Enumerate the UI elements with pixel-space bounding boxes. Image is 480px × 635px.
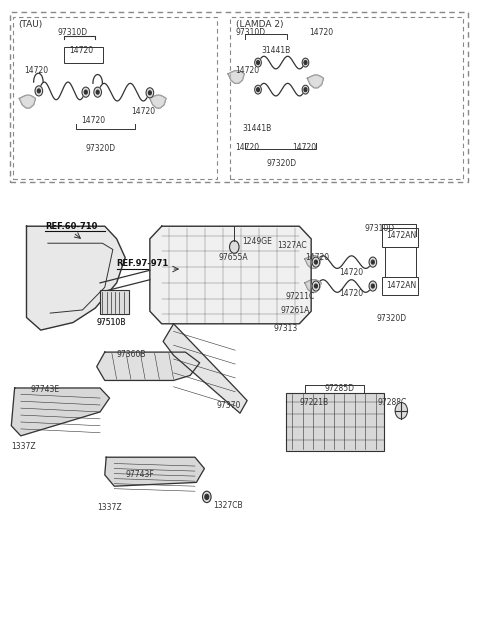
- Circle shape: [146, 88, 154, 98]
- Circle shape: [257, 61, 260, 65]
- Circle shape: [37, 89, 40, 93]
- Text: 1337Z: 1337Z: [96, 503, 121, 512]
- Text: 14720: 14720: [131, 107, 155, 116]
- Text: REF.60-710: REF.60-710: [46, 222, 98, 231]
- Circle shape: [94, 87, 101, 97]
- Text: 97655A: 97655A: [219, 253, 248, 262]
- Text: 97285D: 97285D: [324, 384, 354, 392]
- Circle shape: [304, 61, 307, 65]
- Text: 14720: 14720: [292, 142, 316, 152]
- Circle shape: [372, 284, 374, 288]
- Text: 97743F: 97743F: [125, 470, 154, 479]
- Text: 1327CB: 1327CB: [213, 501, 242, 511]
- Circle shape: [312, 257, 320, 267]
- Text: 97261A: 97261A: [280, 306, 310, 315]
- Polygon shape: [12, 388, 109, 436]
- Circle shape: [84, 90, 87, 94]
- Text: 97510B: 97510B: [96, 318, 126, 326]
- Circle shape: [395, 403, 408, 419]
- Circle shape: [255, 85, 261, 94]
- Bar: [64, 47, 103, 63]
- Text: 97288C: 97288C: [378, 398, 407, 407]
- Text: 14720: 14720: [69, 46, 93, 55]
- Text: 1472AN: 1472AN: [386, 231, 416, 239]
- Text: 1472AN: 1472AN: [386, 281, 416, 290]
- Bar: [383, 277, 418, 295]
- Polygon shape: [150, 226, 311, 324]
- Circle shape: [302, 85, 309, 94]
- Text: 31441B: 31441B: [242, 124, 272, 133]
- Text: 97310D: 97310D: [235, 28, 265, 37]
- Text: 31441B: 31441B: [261, 46, 290, 55]
- Circle shape: [314, 260, 317, 264]
- Circle shape: [314, 284, 317, 288]
- Text: 97211C: 97211C: [286, 292, 315, 302]
- Polygon shape: [228, 70, 244, 83]
- Circle shape: [35, 86, 43, 96]
- Text: 97313: 97313: [273, 324, 298, 333]
- Text: 97221B: 97221B: [300, 398, 328, 407]
- Text: 1327AC: 1327AC: [277, 241, 307, 250]
- Text: (LAMDA 2): (LAMDA 2): [236, 20, 284, 29]
- Polygon shape: [150, 95, 166, 108]
- Text: 14720: 14720: [309, 28, 333, 37]
- Circle shape: [229, 241, 239, 253]
- Circle shape: [369, 257, 377, 267]
- Circle shape: [96, 90, 99, 94]
- Polygon shape: [163, 324, 247, 413]
- Circle shape: [369, 281, 377, 291]
- Text: 14720: 14720: [235, 142, 259, 152]
- Text: 97360B: 97360B: [117, 351, 146, 359]
- Bar: [287, 393, 384, 451]
- Text: 97320D: 97320D: [377, 314, 407, 323]
- Circle shape: [304, 88, 307, 91]
- Bar: [13, 17, 217, 179]
- Bar: [229, 17, 463, 179]
- Bar: [100, 290, 129, 314]
- Bar: [10, 12, 468, 182]
- Polygon shape: [307, 75, 324, 88]
- Text: 97310D: 97310D: [364, 224, 395, 233]
- Text: 14720: 14720: [305, 253, 330, 262]
- Polygon shape: [105, 457, 204, 486]
- Circle shape: [372, 260, 374, 264]
- Text: 14720: 14720: [235, 65, 259, 75]
- Circle shape: [255, 58, 261, 67]
- Text: 14720: 14720: [24, 65, 48, 75]
- Polygon shape: [305, 256, 321, 269]
- Circle shape: [302, 58, 309, 67]
- Circle shape: [203, 491, 211, 502]
- Text: REF.97-971: REF.97-971: [117, 260, 169, 269]
- Polygon shape: [96, 352, 200, 380]
- Text: 97320D: 97320D: [266, 159, 296, 168]
- Text: 14720: 14720: [81, 116, 105, 125]
- Polygon shape: [26, 226, 125, 330]
- Circle shape: [205, 495, 209, 499]
- Text: 1337Z: 1337Z: [12, 442, 36, 451]
- Text: 14720: 14720: [340, 269, 364, 277]
- Text: 97320D: 97320D: [86, 144, 116, 154]
- Circle shape: [82, 87, 90, 97]
- Circle shape: [257, 88, 260, 91]
- Text: 14720: 14720: [340, 289, 364, 298]
- Text: 97370: 97370: [216, 401, 240, 410]
- Text: 1249GE: 1249GE: [242, 237, 272, 246]
- Text: 97510B: 97510B: [96, 318, 126, 326]
- Polygon shape: [19, 95, 36, 108]
- Text: 97743E: 97743E: [30, 385, 60, 394]
- Circle shape: [148, 91, 151, 95]
- Text: (TAU): (TAU): [18, 20, 42, 29]
- Polygon shape: [305, 280, 321, 292]
- Bar: [383, 228, 418, 247]
- Circle shape: [312, 281, 320, 291]
- Text: 97310D: 97310D: [57, 28, 87, 37]
